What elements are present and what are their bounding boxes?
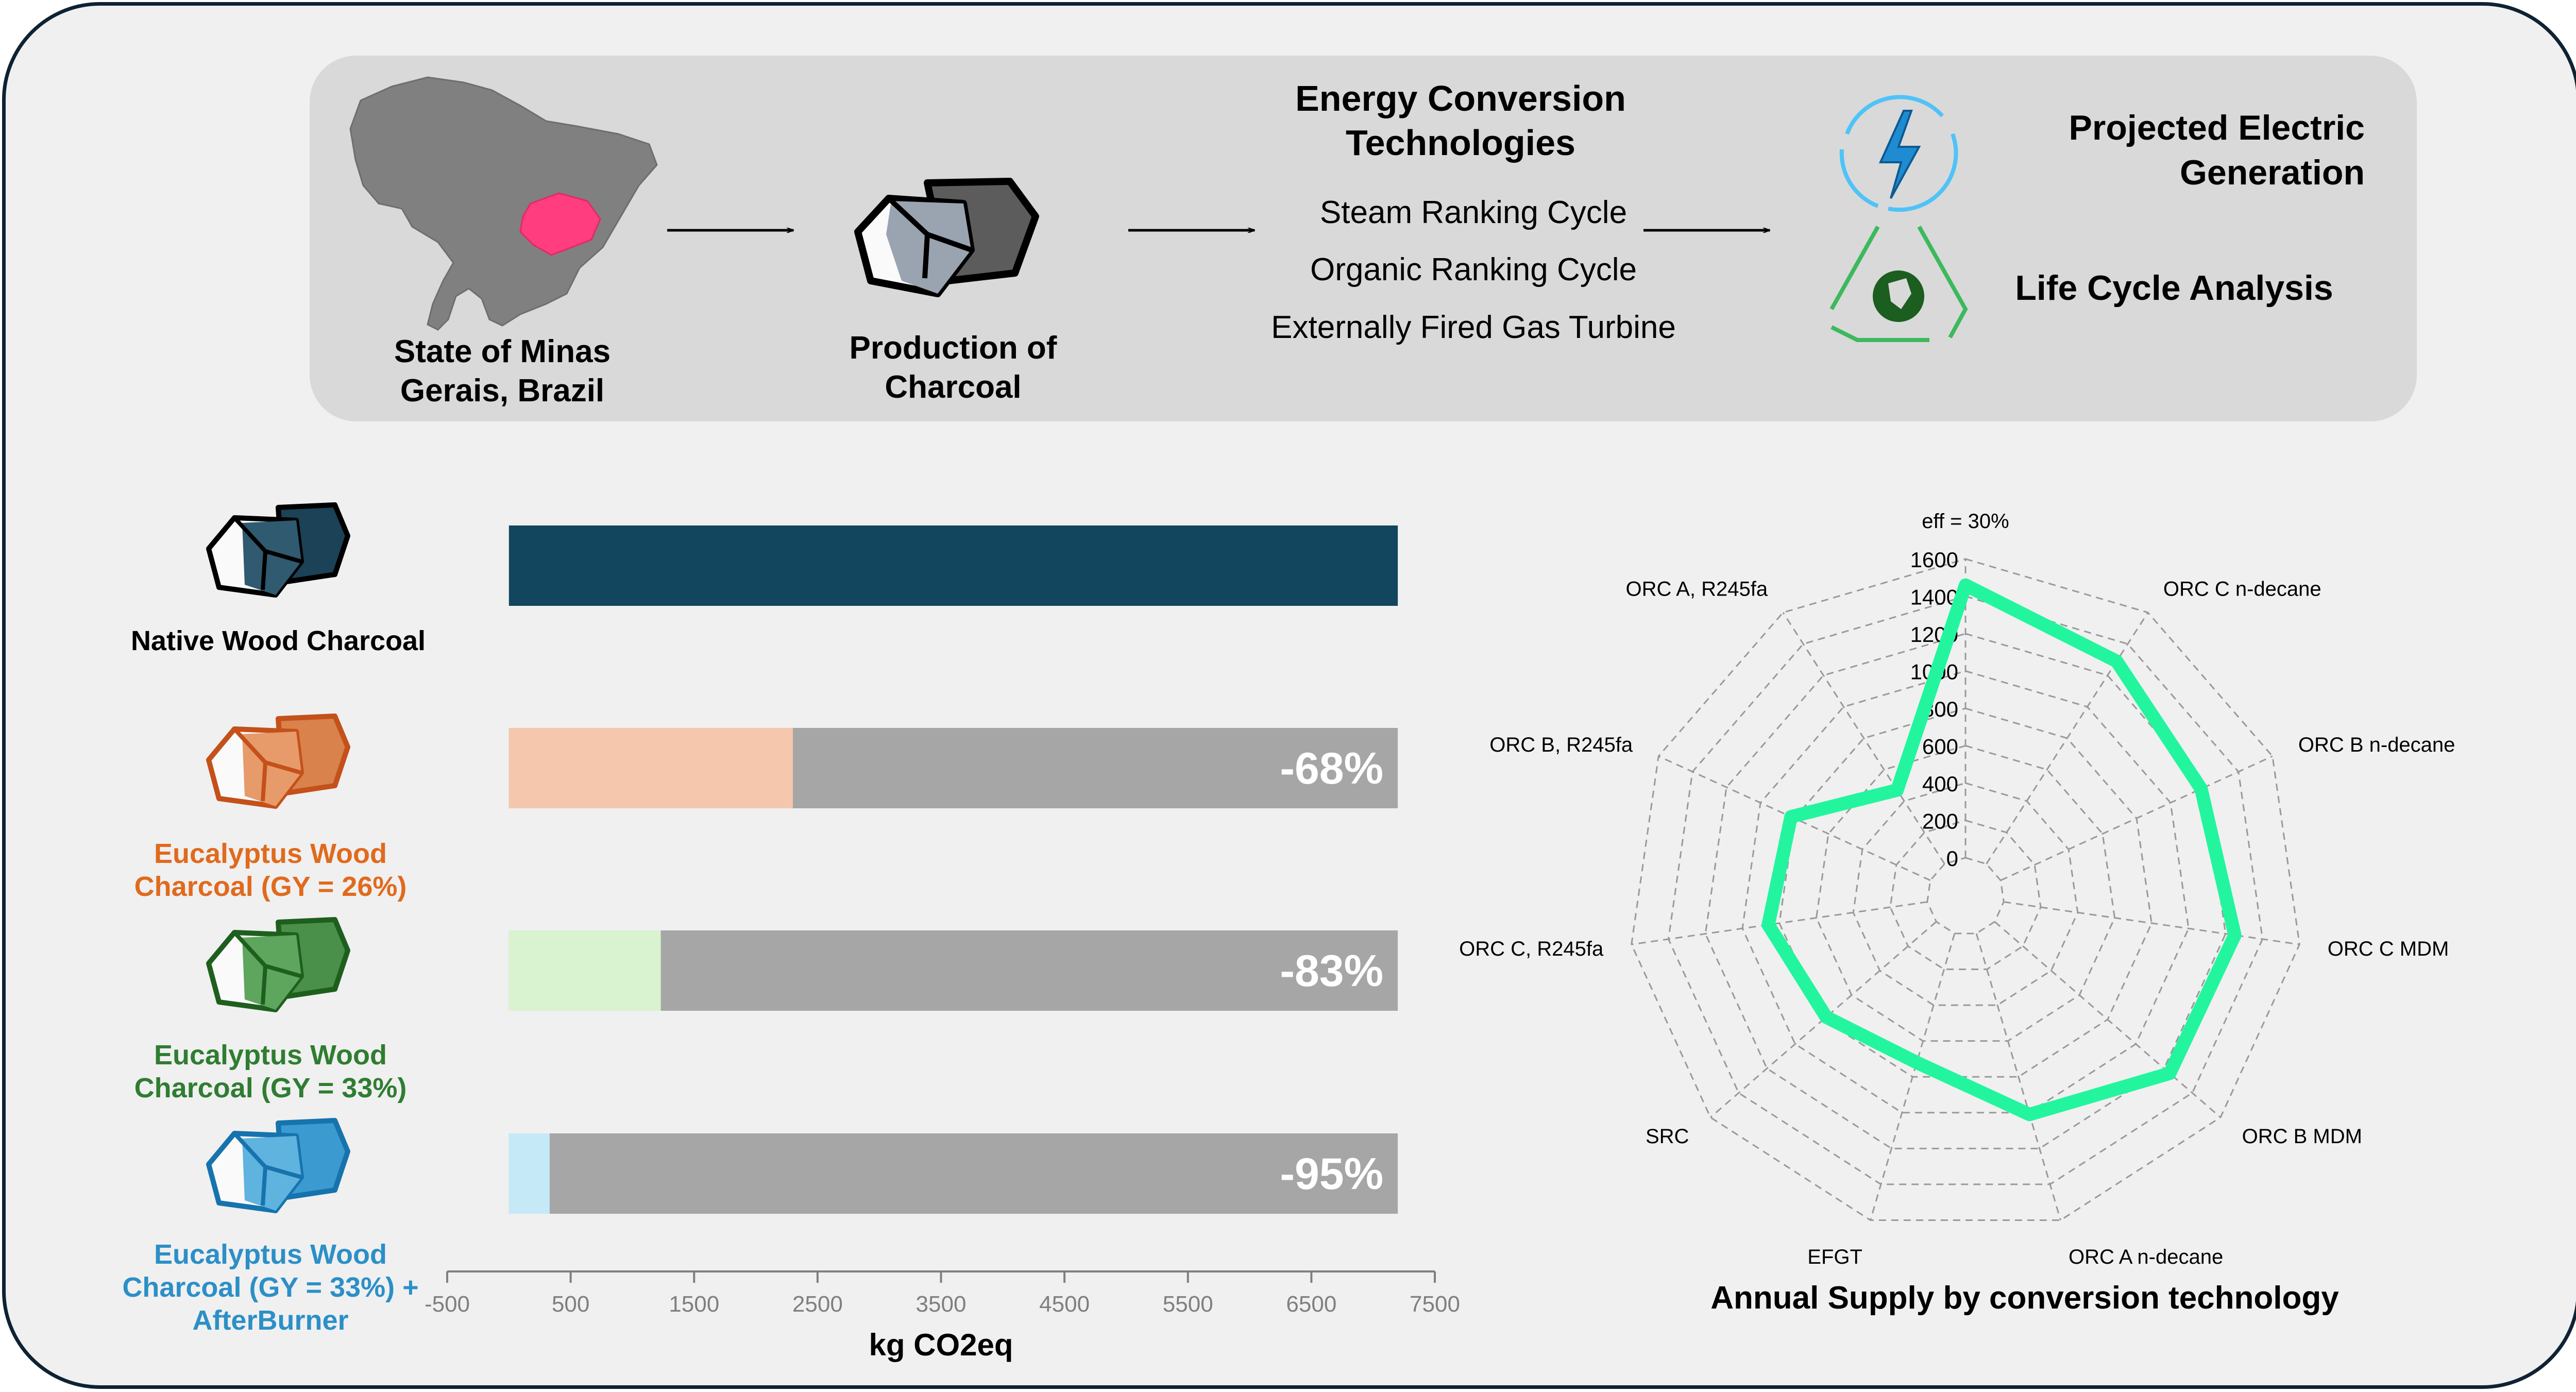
legend-label-native: Native Wood Charcoal [130,625,426,656]
radar-tick-label: 1400 [1910,585,1958,609]
emissions-bar-chart: -68% -83% -95% -500 500 1500 2500 3500 4500 5500 6… [425,525,1460,1362]
legend-label-gy33: Eucalyptus Wood Charcoal (GY = 33%) [134,1040,407,1104]
reduction-label: -95% [1280,1149,1383,1199]
radar-tick-label: 400 [1922,772,1958,796]
radar-grid-ring [1631,558,2300,1221]
eucalyptus-gy33-charcoal-icon [206,917,350,1012]
radar-spoke [1870,933,1956,1220]
bar-remainder [509,1133,1398,1214]
radar-grid-ring [1926,857,2005,935]
radar-tick-label: 200 [1922,809,1958,834]
radar-title: Annual Supply by conversion technology [1710,1280,2339,1316]
legend-label-gy26: Eucalyptus Wood Charcoal (GY = 26%) [134,838,407,902]
radar-axis-label: ORC A n-decane [2069,1246,2223,1268]
radar-spoke [1782,612,1945,864]
renewable-energy-icon [1839,95,1958,212]
radar-axis-label: ORC B, R245fa [1489,734,1633,756]
recycle-globe-icon [1829,226,1968,342]
workflow-banner [310,56,2417,421]
bar [509,930,661,1011]
production-label: Production of Charcoal [849,330,1057,405]
brazil-map-icon [349,76,658,331]
radar-axis-label: EFGT [1807,1246,1862,1268]
x-tick-label: 7500 [1410,1292,1460,1317]
charcoal-icon [854,178,1039,297]
radar-axis-label: eff = 30% [1922,510,2009,533]
radar-spoke [1994,921,2221,1118]
native-charcoal-icon [206,502,350,598]
radar-axis-label: ORC C n-decane [2163,578,2321,601]
eucalyptus-afterburner-charcoal-icon [206,1118,350,1213]
bar [509,525,1398,606]
radar-spoke [1631,901,1927,945]
radar-series-line [1761,578,2242,1122]
x-tick-label: 6500 [1286,1292,1336,1317]
radar-grid-ring [1667,595,2264,1185]
radar-grid-ring [1889,819,2042,971]
radar-spoke [2004,901,2300,945]
reduction-label: -83% [1280,946,1383,996]
radar-spoke [2000,755,2273,881]
tech-item-steam: Steam Ranking Cycle [1319,195,1628,230]
outcome-electric-generation: Projected Electric Generation [2069,108,2365,192]
radar-tick-label: 600 [1922,735,1958,759]
x-tick-label: 1500 [669,1292,719,1317]
x-tick-label: 3500 [916,1292,967,1317]
x-tick-label: 2500 [792,1292,843,1317]
bar [509,728,793,808]
tech-item-efgt: Externally Fired Gas Turbine [1271,310,1676,345]
radar-axis-label: ORC C MDM [2328,938,2449,960]
x-tick-label: 5500 [1163,1292,1213,1317]
legend-label-afterburner: Eucalyptus Wood Charcoal (GY = 33%) + Af… [122,1239,419,1336]
bar [509,1133,550,1214]
radar-axis-label: ORC C, R245fa [1459,938,1604,960]
radar-grid-ring [1778,707,2153,1078]
x-axis-label: kg CO2eq [869,1328,1013,1362]
radar-axis-label: ORC B MDM [2242,1125,2362,1148]
tech-item-organic: Organic Ranking Cycle [1310,252,1637,287]
x-tick-label: -500 [425,1292,470,1317]
radar-grid-ring [1741,670,2190,1114]
outcome-life-cycle-analysis: Life Cycle Analysis [2015,268,2333,308]
radar-axis-label: ORC B n-decane [2298,734,2455,756]
x-tick-label: 500 [552,1292,589,1317]
radar-axis-label: ORC A, R245fa [1625,578,1768,601]
radar-spoke [1975,933,2061,1220]
region-label: State of Minas Gerais, Brazil [394,334,611,409]
eucalyptus-gy26-charcoal-icon [206,714,350,809]
radar-axis-label: SRC [1646,1125,1689,1148]
radar-spoke [1986,612,2149,864]
radar-tick-label: 1600 [1910,548,1958,572]
x-tick-label: 4500 [1039,1292,1090,1317]
tech-title: Energy Conversion Technologies [1295,78,1626,163]
reduction-label: -68% [1280,744,1383,793]
radar-grid-ring [1852,782,2079,1006]
radar-tick-label: 0 [1946,846,1958,871]
